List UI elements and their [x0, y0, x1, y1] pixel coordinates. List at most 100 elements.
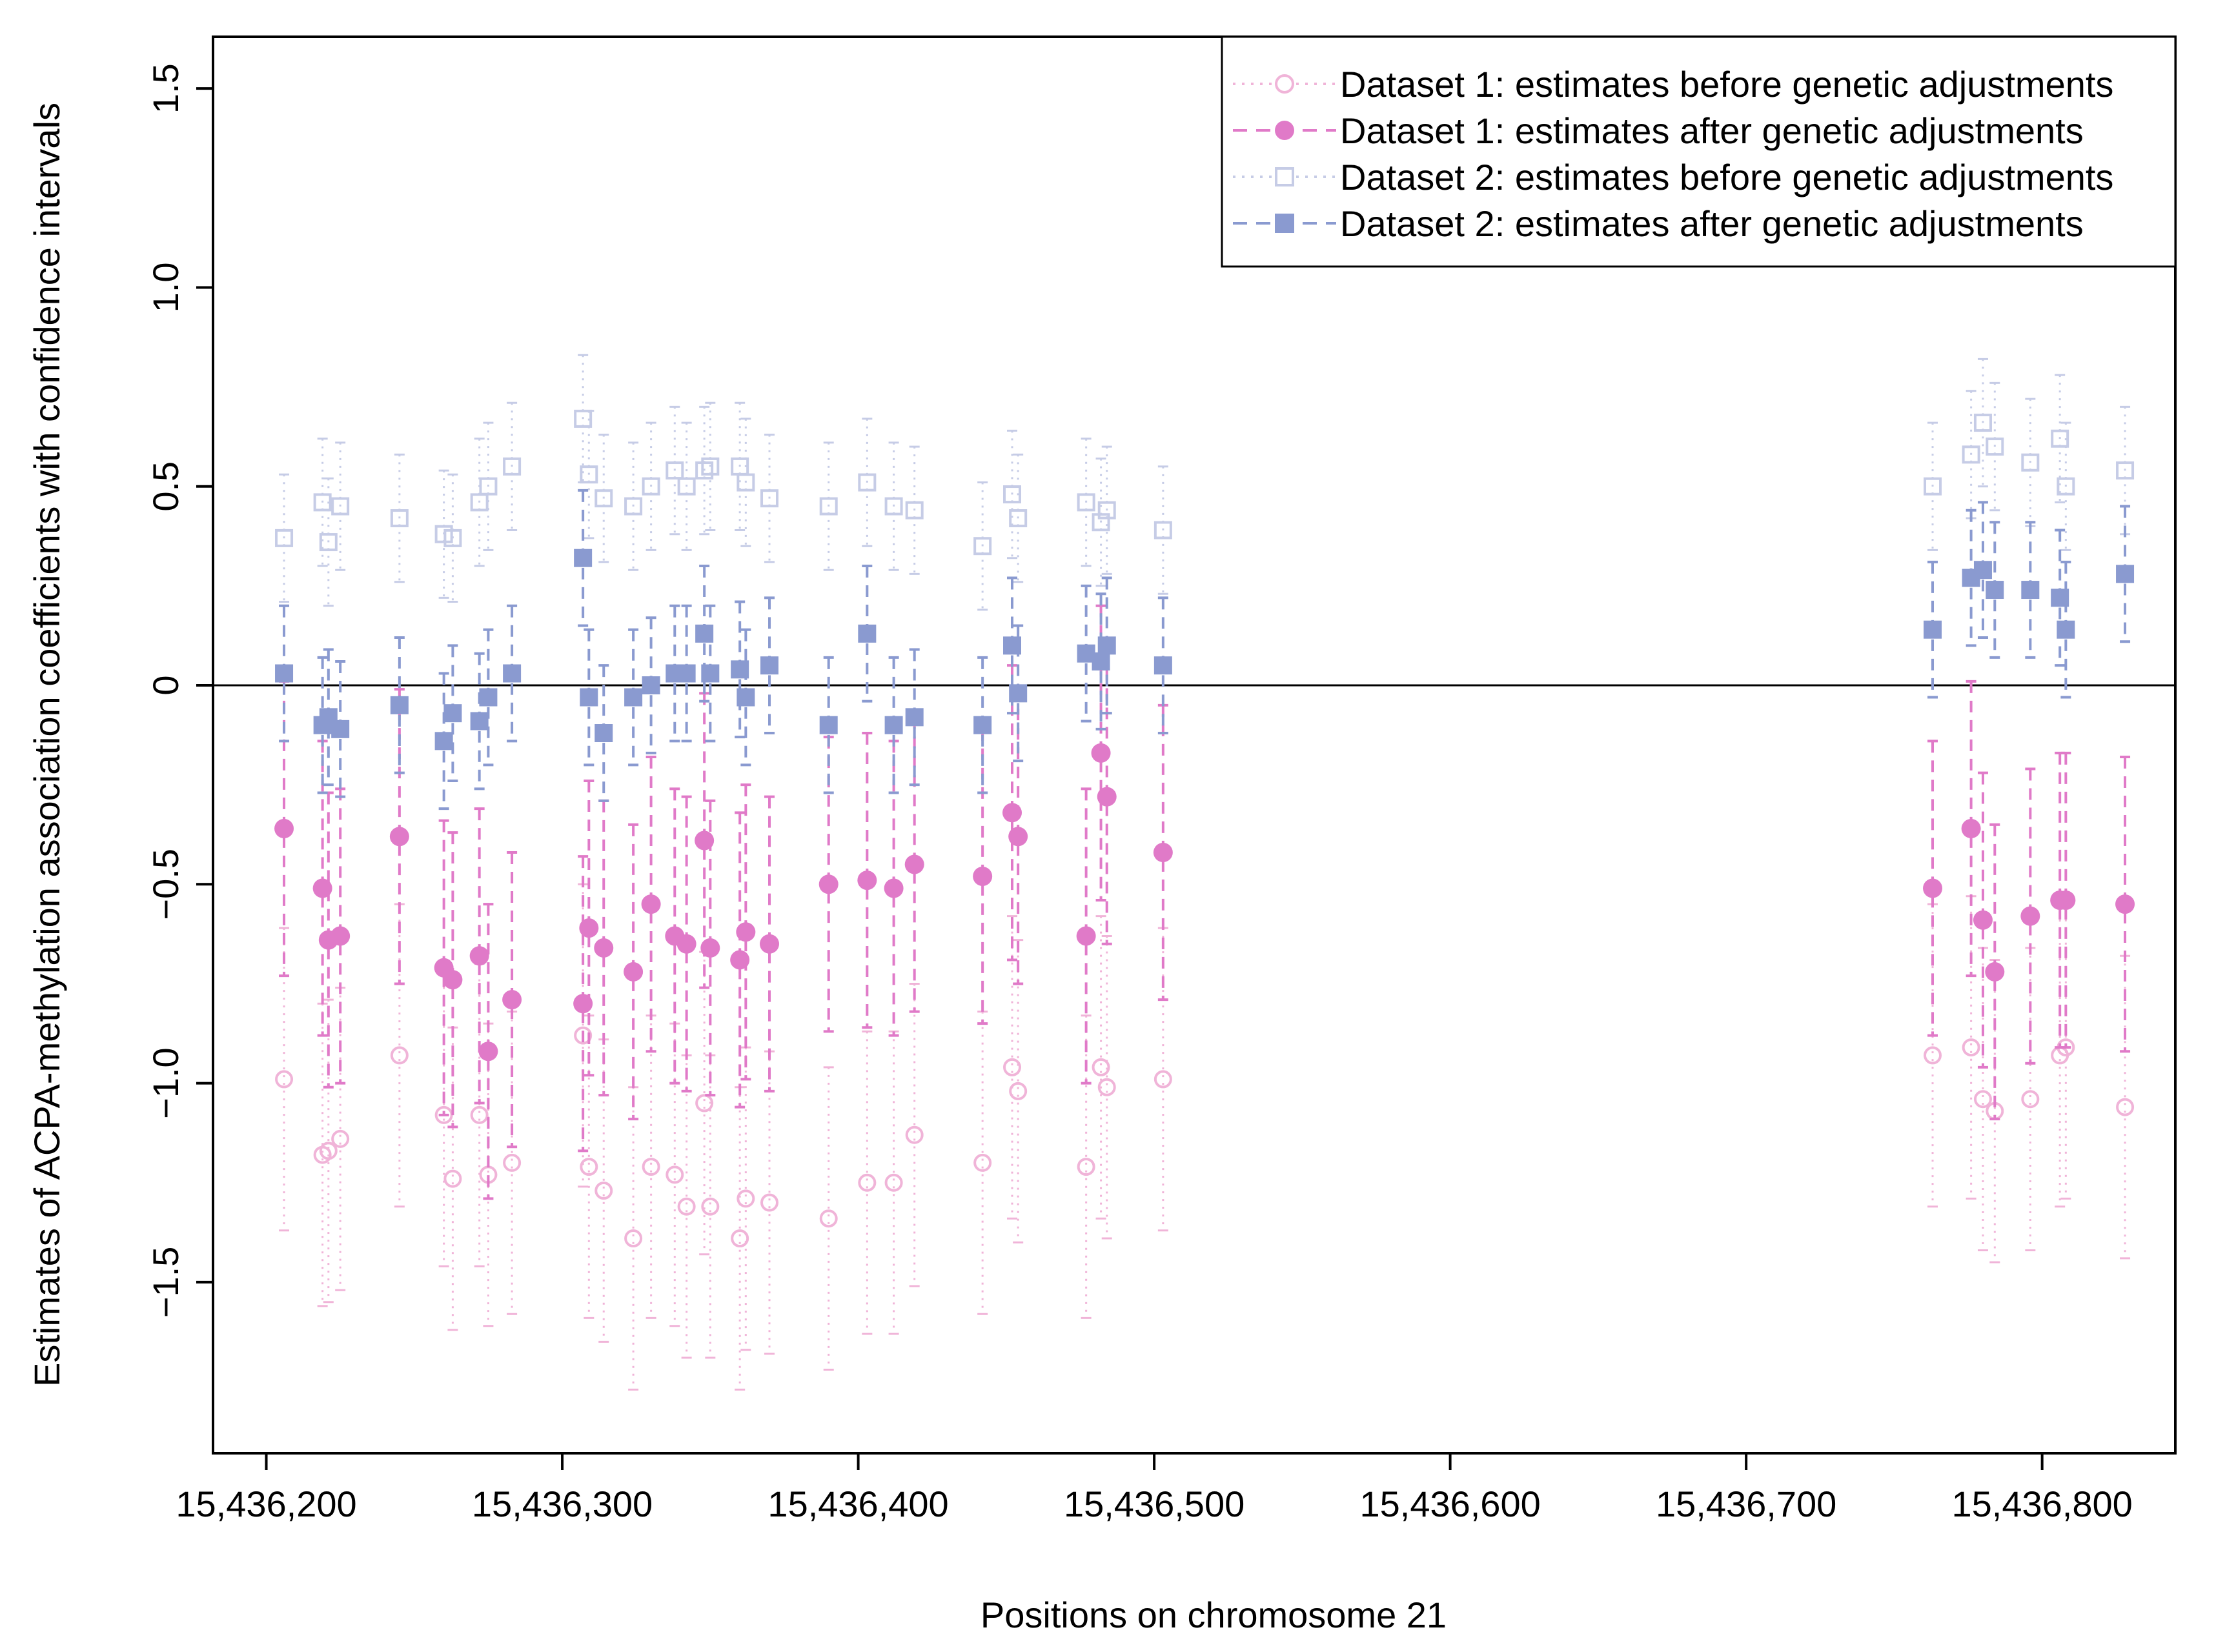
legend-entry: Dataset 2: estimates after genetic adjus… [1233, 203, 2084, 244]
data-point [1009, 1082, 1028, 1100]
data-point [1076, 926, 1096, 946]
data-point [676, 934, 696, 954]
data-point [1092, 513, 1110, 532]
data-point [390, 1046, 409, 1065]
data-point [1003, 1058, 1022, 1076]
data-point [818, 874, 838, 894]
data-point [275, 664, 294, 683]
data-point [1097, 1078, 1116, 1096]
data-point [479, 477, 498, 496]
data-point [443, 704, 462, 723]
data-point [642, 676, 660, 695]
legend-label: Dataset 1: estimates before genetic adju… [1340, 64, 2113, 105]
data-point [701, 664, 720, 683]
data-point [2057, 620, 2075, 639]
x-tick-label: 15,436,500 [1064, 1484, 1245, 1524]
data-point [2115, 894, 2135, 914]
data-point [695, 1094, 714, 1113]
x-tick-label: 15,436,800 [1952, 1484, 2133, 1524]
data-point [731, 1229, 749, 1248]
data-point [574, 549, 593, 567]
series-3 [275, 354, 2135, 611]
data-point [1077, 1158, 1095, 1176]
legend-open-square-icon [1275, 167, 1294, 186]
data-point [2056, 890, 2076, 910]
data-point [819, 1209, 838, 1228]
data-point [905, 1125, 924, 1144]
data-point [502, 990, 522, 1010]
legend-entry: Dataset 1: estimates after genetic adjus… [1233, 110, 2084, 151]
data-point [973, 866, 993, 886]
y-tick-label: −1.5 [145, 1247, 186, 1318]
data-point [479, 688, 498, 707]
series-1 [275, 883, 2135, 1391]
legend-entry: Dataset 2: estimates before genetic adju… [1233, 157, 2113, 197]
data-point [1924, 1046, 1942, 1065]
legend-box [1221, 35, 2177, 268]
data-point [858, 624, 877, 643]
data-point [857, 871, 877, 891]
data-point [574, 1026, 593, 1045]
data-point [624, 962, 644, 982]
data-point [2116, 461, 2135, 480]
data-point [1154, 656, 1172, 675]
data-point [580, 688, 598, 707]
data-point [579, 918, 599, 938]
data-point [973, 716, 992, 734]
y-tick-label: 0.5 [145, 461, 186, 512]
data-point [1973, 561, 1992, 579]
y-tick-label: 0 [145, 675, 186, 695]
data-point [503, 1153, 522, 1172]
data-point [1985, 962, 2005, 982]
data-point [1924, 620, 1942, 639]
data-point [1154, 1070, 1172, 1089]
data-point [580, 1158, 598, 1176]
data-point [574, 409, 593, 428]
data-point [1923, 878, 1943, 898]
data-point [1924, 477, 1942, 496]
data-point [319, 533, 338, 552]
data-point [1961, 818, 1981, 838]
data-point [1973, 1090, 1992, 1109]
data-point [884, 716, 903, 734]
data-point [469, 946, 489, 966]
data-point [1973, 414, 1992, 432]
legend-filled-square-icon [1275, 214, 1294, 233]
data-point [624, 497, 643, 516]
data-point [737, 473, 755, 492]
data-point [884, 497, 903, 516]
data-point [390, 696, 409, 714]
y-tick-label: −1.0 [145, 1047, 186, 1119]
data-point [1962, 445, 1980, 464]
data-point [1009, 509, 1028, 528]
data-point [1003, 485, 1022, 504]
data-point [737, 1189, 755, 1208]
x-tick-label: 15,436,300 [472, 1484, 653, 1524]
x-axis-label: Positions on chromosome 21 [981, 1595, 1447, 1635]
data-point [331, 497, 350, 516]
data-point [330, 926, 351, 946]
plot-frame [212, 35, 2177, 1455]
data-point [905, 708, 924, 727]
data-point [274, 818, 294, 838]
x-tick-label: 15,436,200 [176, 1484, 356, 1524]
data-point [1986, 581, 2004, 599]
data-point [641, 894, 661, 914]
data-point [677, 477, 696, 496]
data-point [760, 934, 780, 954]
legend-label: Dataset 2: estimates after genetic adjus… [1340, 203, 2084, 244]
y-tick-label: 1.0 [145, 263, 186, 313]
legend-label: Dataset 2: estimates before genetic adju… [1340, 157, 2113, 197]
x-tick-label: 15,436,600 [1359, 1484, 1540, 1524]
data-point [470, 712, 489, 730]
data-point [642, 1158, 660, 1176]
data-point [389, 827, 409, 847]
data-point [1097, 501, 1116, 519]
data-point [594, 938, 614, 958]
data-point [331, 720, 350, 738]
data-point [760, 489, 779, 508]
data-point [2020, 906, 2040, 926]
data-point [595, 1182, 613, 1200]
legend-filled-circle-icon [1275, 121, 1294, 140]
